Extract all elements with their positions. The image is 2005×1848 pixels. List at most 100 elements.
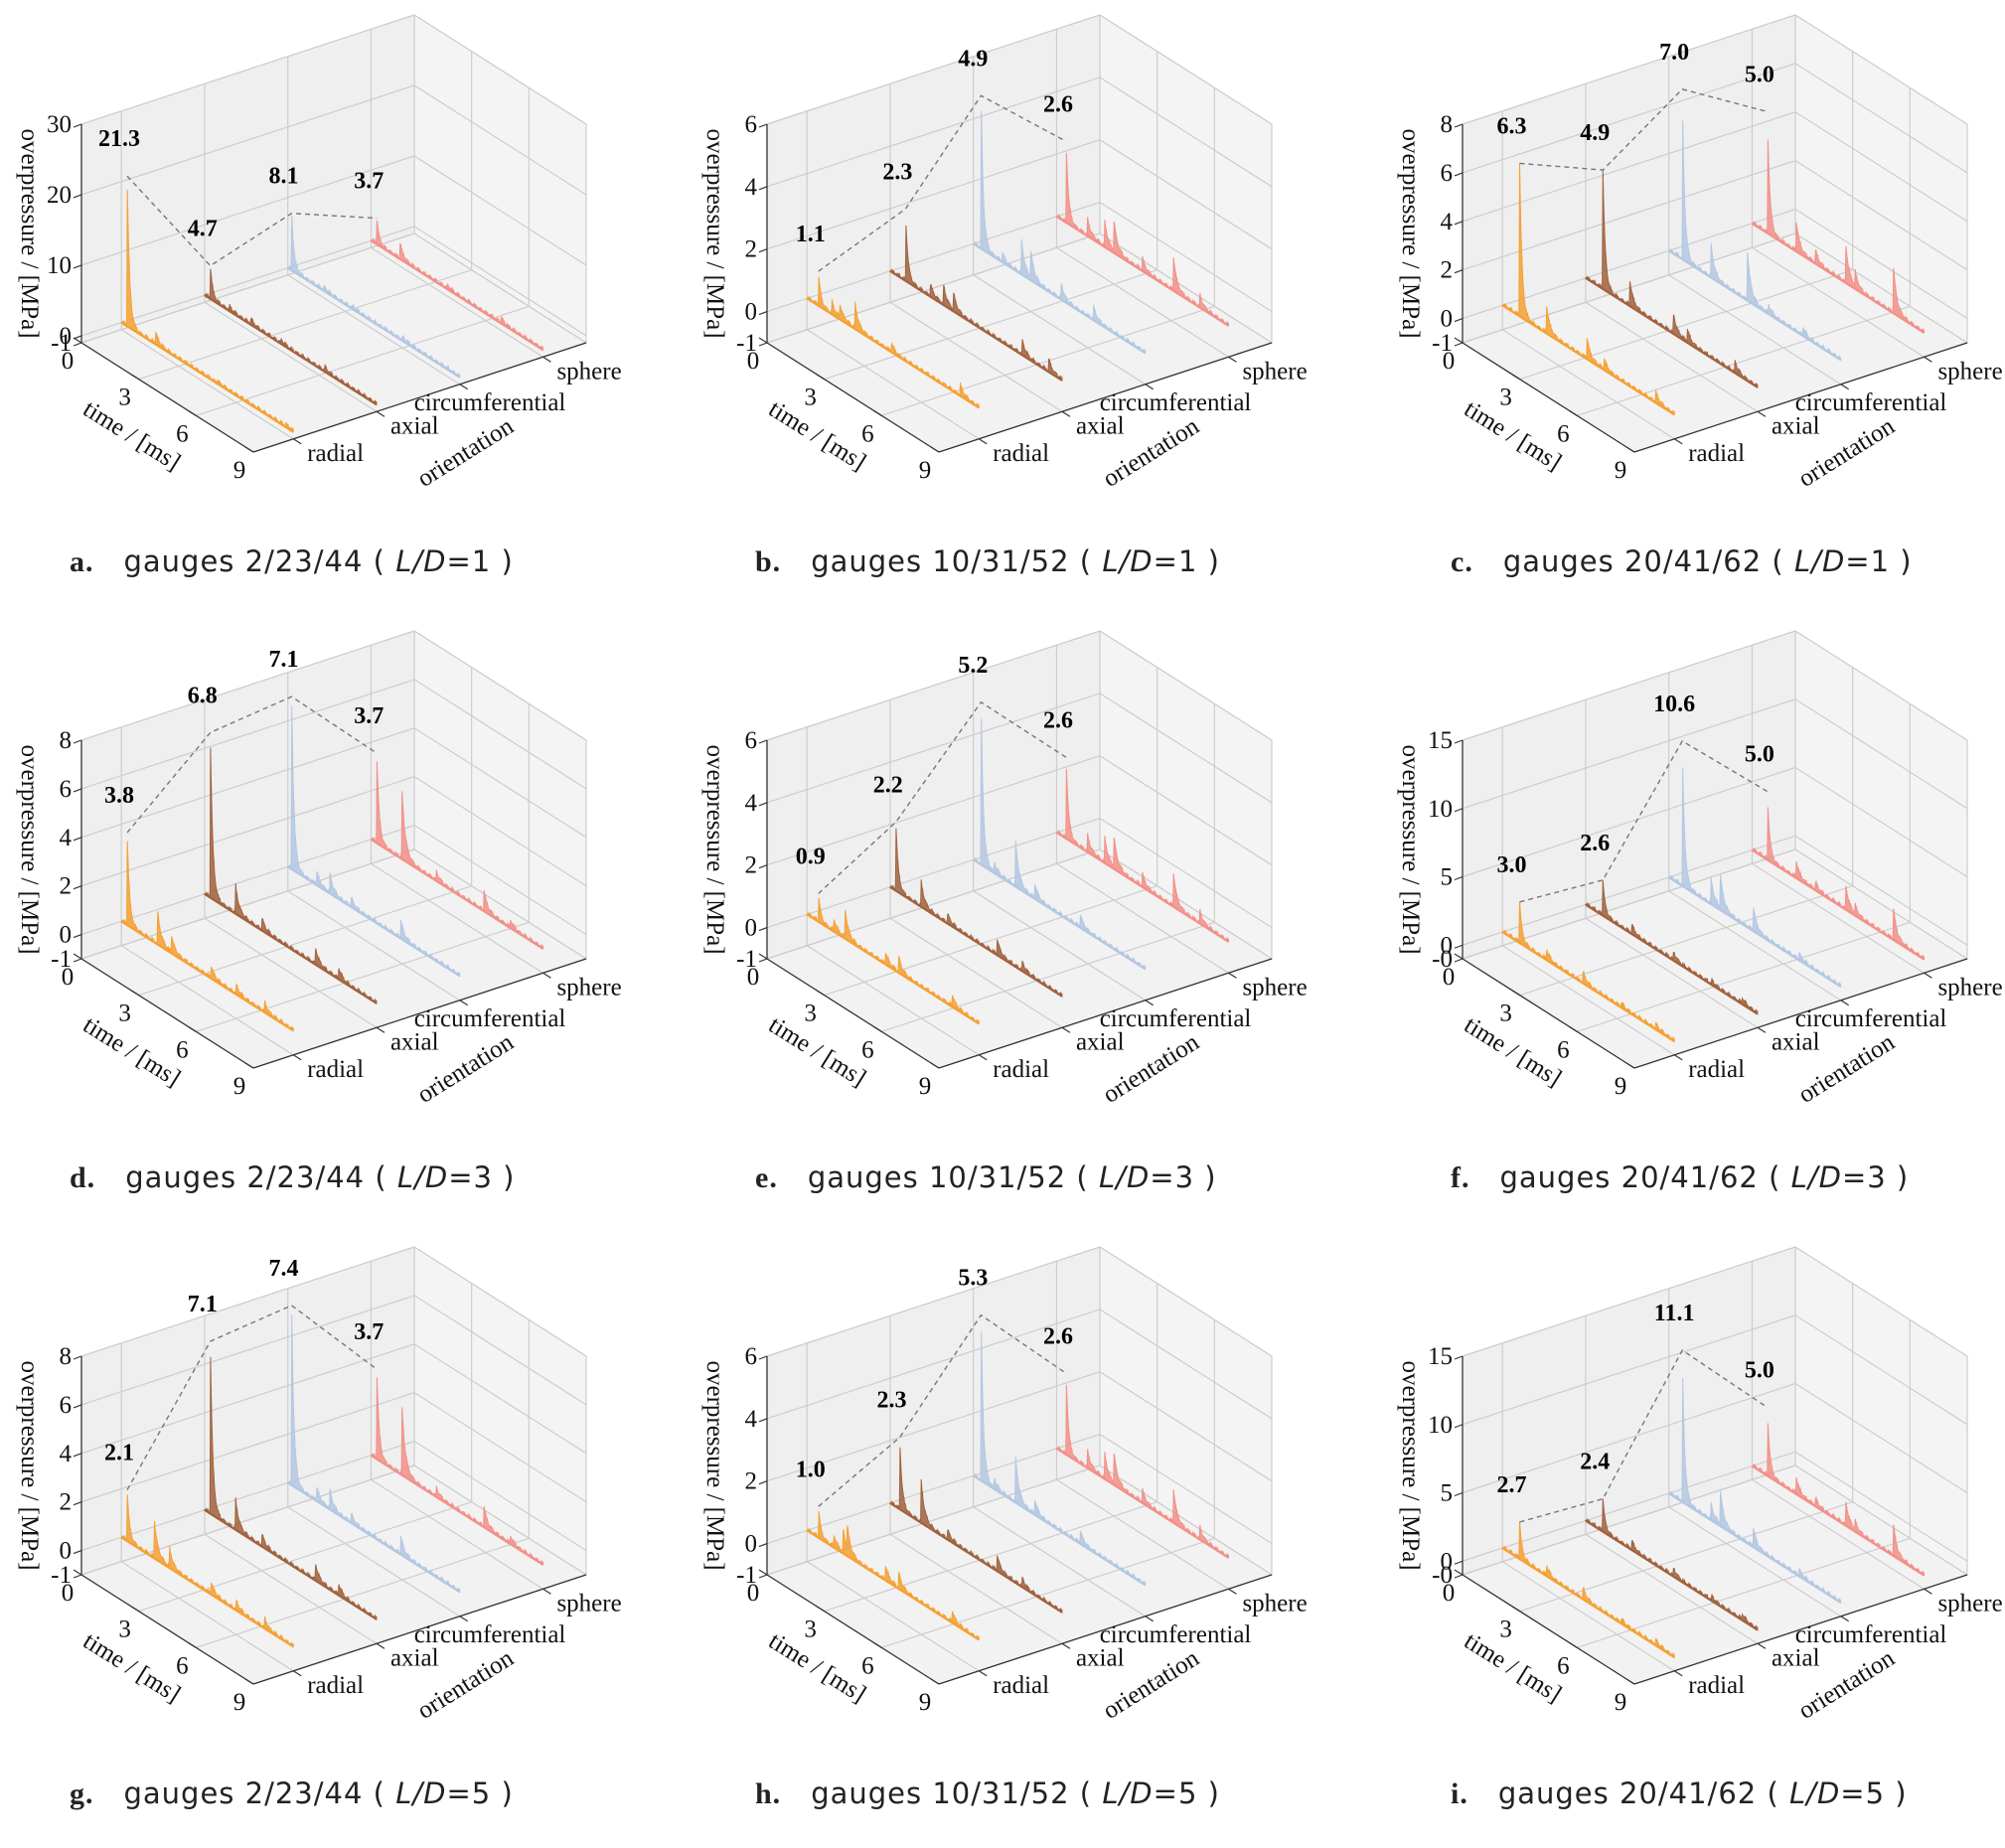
z-tick — [758, 958, 768, 963]
z-tick-label: 8 — [1441, 111, 1454, 138]
axes-lines — [80, 1356, 587, 1685]
z-tick-label: -0 — [1432, 946, 1453, 973]
panel-gauges: gauges 10/31/52 — [811, 544, 1070, 578]
grid-orientation — [1668, 1288, 1842, 1617]
time-tick-label: 6 — [176, 420, 189, 447]
time-axis-line — [1462, 342, 1635, 453]
series-baseline-sphere — [1751, 1464, 1926, 1577]
peak-label-axial: 7.1 — [188, 1292, 218, 1317]
series-baseline-radial — [1501, 931, 1675, 1042]
orientation-axis-line — [252, 342, 587, 453]
peak-label-sphere: 3.7 — [354, 169, 384, 195]
chart-3d-d: 3.8 6.8 7.1 3.7 -10 2 4 6 8 0 3 6 9 radial axialcircum… — [16, 630, 622, 1109]
grid-orientation — [1501, 726, 1675, 1056]
grid-orientation — [1055, 1261, 1229, 1590]
paren-close: ) — [1197, 544, 1220, 578]
z-tick-label: -1 — [1432, 330, 1453, 357]
z-tick-label: 15 — [1428, 727, 1453, 754]
series-baseline-sphere — [370, 239, 544, 352]
orientation-tick — [1924, 972, 1932, 979]
grid-time — [824, 51, 1158, 381]
panel-caption-h: h. gauges 10/31/52 ( L/D=5 ) — [686, 1776, 1391, 1826]
time-tick — [130, 990, 139, 997]
ld-d: D — [1818, 1160, 1842, 1194]
orientation-axis-line — [252, 958, 587, 1069]
panel-letter: b. — [755, 545, 782, 578]
z-tick-label: 6 — [1441, 160, 1454, 187]
orientation-tick-label: sphere — [556, 1590, 621, 1617]
peak-label-sphere: 2.6 — [1043, 707, 1073, 733]
orientation-axis-line — [1633, 1574, 1968, 1685]
orientation-tick — [978, 438, 988, 445]
grid-time — [1577, 1319, 1911, 1648]
time-tick — [873, 1025, 882, 1032]
chart-panel-d: 3.8 6.8 7.1 3.7 -1 0 2 4 6 8 0 3 6 9 radial axial circum… — [0, 616, 636, 1232]
orientation-tick-label: radial — [993, 1672, 1049, 1699]
z-tick-label: 0 — [60, 323, 73, 350]
orientation-tick-label: circumferential — [1100, 389, 1252, 416]
peak-label-circumferential: 10.6 — [1653, 692, 1695, 717]
z-axis-title: overpressure / [MPa] — [701, 1360, 728, 1570]
orientation-tick — [542, 972, 551, 979]
axes-panes — [1461, 1246, 1969, 1685]
panel-letter: d. — [70, 1161, 96, 1194]
time-tick-label: 9 — [1615, 1689, 1627, 1716]
panel-caption-g: g. gauges 2/23/44 ( L/D=5 ) — [0, 1776, 705, 1826]
time-tick — [758, 337, 768, 344]
grid-time — [881, 703, 1215, 1032]
peak-label-sphere: 2.6 — [1043, 1323, 1073, 1349]
axes-panes — [765, 14, 1274, 453]
time-tick-label: 3 — [118, 1001, 131, 1027]
ld-l: L — [1102, 544, 1120, 578]
peak-label-circumferential: 7.4 — [269, 1256, 299, 1282]
orientation-axis-line — [252, 1574, 587, 1685]
time-tick-label: 3 — [1499, 1617, 1512, 1643]
time-tick — [1569, 409, 1578, 416]
grid-orientation — [1585, 83, 1759, 412]
time-tick — [1454, 1569, 1464, 1576]
z-tick-label: 4 — [745, 790, 758, 817]
time-tick-label: 9 — [919, 1689, 932, 1716]
ld-value: =5 — [1840, 1776, 1886, 1810]
ld-l: L — [395, 544, 413, 578]
peak-label-axial: 2.6 — [1580, 831, 1610, 856]
series-baseline-sphere — [370, 838, 544, 950]
z-tick — [1454, 221, 1464, 226]
grid-orientation — [204, 83, 378, 412]
time-tick-label: 0 — [62, 1580, 75, 1607]
series-baseline-circumferential — [1668, 876, 1842, 988]
series-baseline-circumferential — [973, 242, 1147, 355]
orientation-tick-label: circumferential — [1795, 1005, 1947, 1032]
peak-label-sphere: 3.7 — [354, 703, 384, 729]
z-tick — [1454, 269, 1464, 274]
grid-time — [1462, 1247, 1796, 1576]
orientation-tick-label: sphere — [1242, 1590, 1307, 1617]
series-group — [806, 1331, 1230, 1641]
series-baseline-circumferential — [287, 865, 461, 978]
orientation-tick-label: circumferential — [1100, 1005, 1252, 1032]
paren-close: ) — [491, 544, 514, 578]
orientation-tick-label: radial — [1688, 1672, 1745, 1699]
chart-3d-f: 3.0 2.6 10.6 5.0 -00 5 10 15 0 3 6 9 radial axialcirc… — [1397, 630, 2003, 1109]
grid-orientation — [973, 672, 1147, 1001]
paren-close: ) — [1886, 1160, 1910, 1194]
z-axis-title: overpressure / [MPa] — [16, 1360, 43, 1570]
grid-time — [824, 667, 1158, 997]
z-tick — [1454, 342, 1464, 347]
panel-gauges: gauges 2/23/44 — [123, 544, 364, 578]
z-tick-label: -1 — [51, 330, 72, 357]
series-group — [806, 718, 1230, 1025]
paren-open: ( — [1757, 1776, 1789, 1810]
z-tick-label: 2 — [745, 236, 758, 263]
z-tick-label: 6 — [745, 111, 758, 138]
chart-panel-a: 21.3 4.7 8.1 3.7 -1 0 10 20 30 0 3 6 9 radial axial cir… — [0, 0, 636, 616]
time-tick-label: 9 — [919, 1073, 932, 1100]
time-axis-line — [80, 958, 254, 1069]
z-tick — [758, 927, 768, 932]
z-tick-label: -1 — [51, 1562, 72, 1589]
grid-time — [80, 1247, 415, 1576]
z-tick — [1454, 1491, 1464, 1497]
grid-time — [196, 87, 530, 416]
time-tick — [816, 990, 825, 997]
z-tick-label: 10 — [1428, 796, 1453, 823]
